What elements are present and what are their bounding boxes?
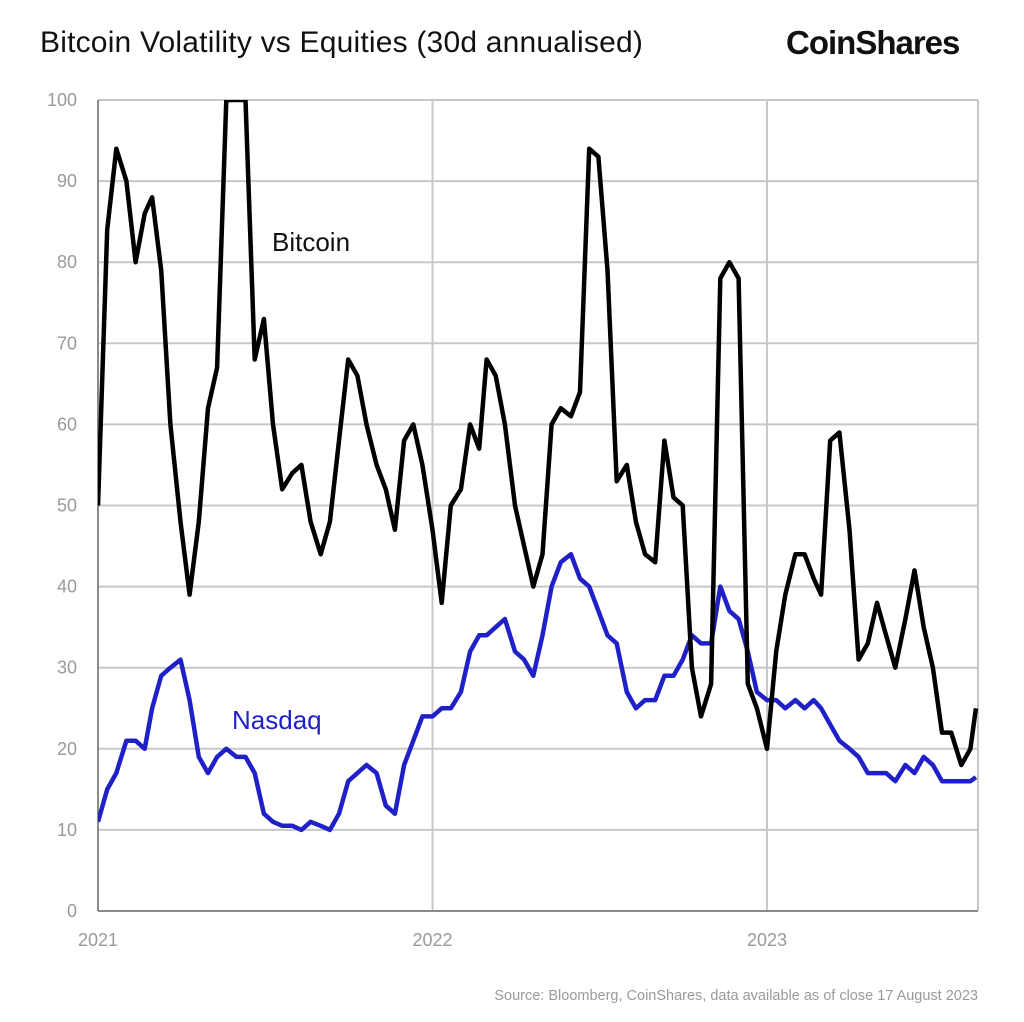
- y-tick-label: 30: [57, 658, 77, 678]
- y-tick-label: 10: [57, 820, 77, 840]
- y-tick-label: 20: [57, 739, 77, 759]
- x-axis-ticks: 2021 2022 2023: [78, 930, 787, 950]
- chart-title: Bitcoin Volatility vs Equities (30d annu…: [40, 26, 644, 59]
- grid-lines: [97, 99, 979, 912]
- y-axis-ticks: 0 10 20 30 40 50 60 70 80 90 100: [47, 90, 77, 921]
- y-tick-label: 40: [57, 577, 77, 597]
- series-line-nasdaq: [98, 551, 978, 833]
- series-lines: [98, 100, 978, 833]
- x-tick-label: 2021: [78, 930, 118, 950]
- series-line-bitcoin: [98, 100, 978, 768]
- x-tick-label: 2023: [747, 930, 787, 950]
- coinshares-logo: CoinShares: [786, 24, 960, 61]
- x-tick-label: 2022: [412, 930, 452, 950]
- source-note: Source: Bloomberg, CoinShares, data avai…: [494, 988, 978, 1004]
- y-tick-label: 0: [67, 901, 77, 921]
- y-tick-label: 80: [57, 252, 77, 272]
- series-label-nasdaq: Nasdaq: [232, 705, 322, 735]
- y-tick-label: 50: [57, 496, 77, 516]
- y-tick-label: 60: [57, 414, 77, 434]
- y-tick-label: 70: [57, 333, 77, 353]
- y-tick-label: 100: [47, 90, 77, 110]
- y-tick-label: 90: [57, 171, 77, 191]
- series-label-bitcoin: Bitcoin: [272, 227, 350, 257]
